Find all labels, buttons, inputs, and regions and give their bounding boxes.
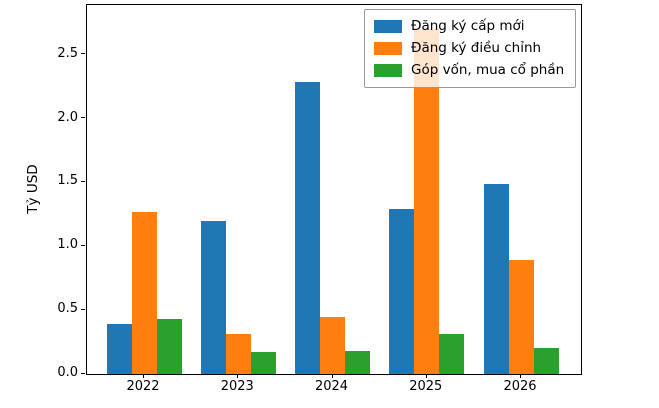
bar bbox=[345, 351, 370, 374]
x-tick bbox=[331, 374, 333, 378]
y-tick bbox=[81, 244, 85, 246]
x-tick bbox=[143, 374, 144, 378]
legend-swatch bbox=[374, 19, 402, 33]
x-tick bbox=[425, 374, 427, 378]
x-tick bbox=[237, 374, 239, 378]
y-tick-label: 1.0 bbox=[57, 237, 78, 253]
legend-entry: Đăng ký điều chỉnh bbox=[374, 37, 566, 59]
legend-label: Đăng ký cấp mới bbox=[411, 18, 525, 34]
legend-entry: Đăng ký cấp mới bbox=[374, 15, 566, 37]
bar bbox=[250, 352, 276, 374]
bar bbox=[200, 221, 226, 374]
legend: Đăng ký cấp mới Đăng ký điều chỉnh Góp vốn… bbox=[364, 9, 576, 88]
y-axis-label: Tỷ USD bbox=[25, 164, 41, 214]
bar bbox=[533, 348, 559, 374]
legend-swatch bbox=[374, 41, 402, 55]
legend-swatch bbox=[374, 63, 402, 77]
y-tick-label: 2.5 bbox=[57, 45, 78, 61]
bar bbox=[225, 334, 251, 374]
bar bbox=[131, 212, 157, 374]
bar bbox=[508, 260, 534, 374]
legend-label: Góp vốn, mua cổ phần bbox=[411, 62, 565, 78]
y-tick bbox=[81, 308, 85, 310]
x-tick-label: 2022 bbox=[126, 379, 160, 394]
x-tick bbox=[520, 374, 521, 378]
y-tick-label: 0.0 bbox=[57, 365, 78, 380]
y-tick bbox=[81, 180, 85, 182]
y-tick bbox=[81, 372, 85, 374]
y-tick-label: 1.5 bbox=[57, 173, 78, 189]
x-tick-label: 2023 bbox=[220, 379, 254, 394]
y-tick-label: 0.5 bbox=[57, 301, 78, 317]
bar bbox=[295, 82, 320, 374]
bar bbox=[389, 209, 415, 374]
legend-label: Đăng ký điều chỉnh bbox=[411, 40, 542, 56]
x-tick-label: 2025 bbox=[409, 379, 443, 394]
x-tick-label: 2026 bbox=[503, 379, 537, 394]
y-tick bbox=[81, 117, 85, 119]
x-tick-label: 2024 bbox=[314, 379, 349, 394]
bar bbox=[106, 324, 132, 374]
bar bbox=[439, 334, 465, 374]
y-tick-label: 2.0 bbox=[57, 109, 78, 125]
bar bbox=[156, 319, 182, 374]
legend-entry: Góp vốn, mua cổ phần bbox=[374, 59, 566, 81]
y-tick bbox=[81, 53, 85, 55]
bar bbox=[320, 317, 345, 374]
bar bbox=[483, 184, 509, 374]
